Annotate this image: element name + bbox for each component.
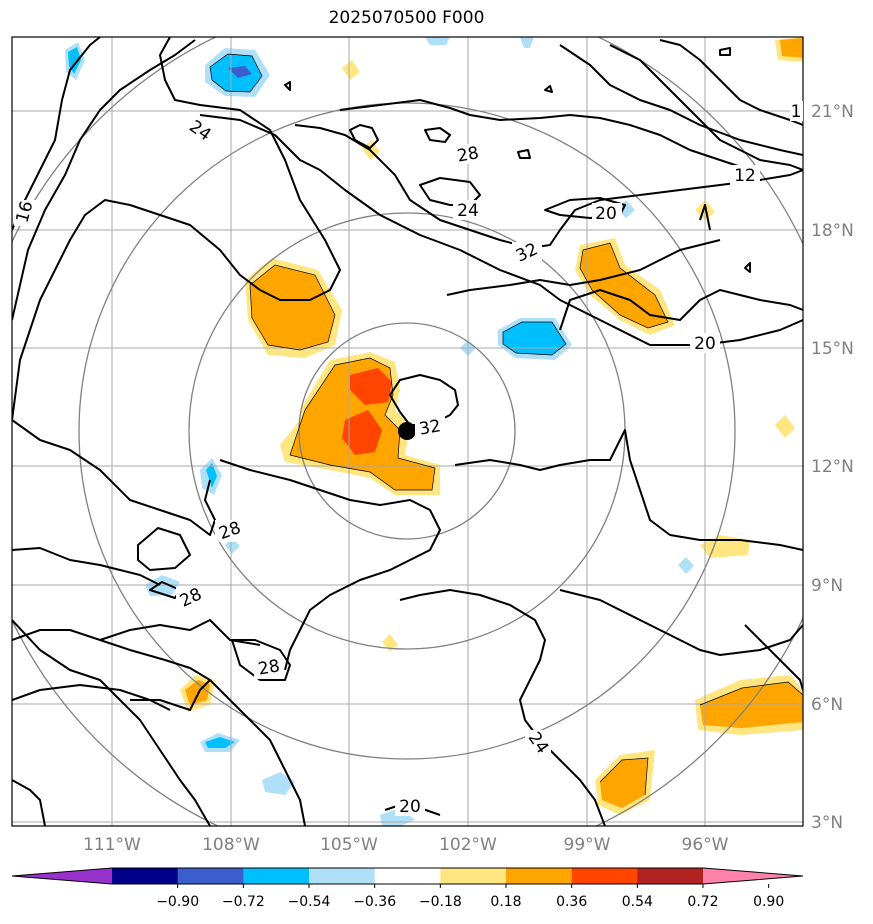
contour-label: 32: [418, 416, 443, 439]
colorbar-segment: [112, 868, 179, 884]
colorbar-tick-label: 0.72: [687, 894, 718, 910]
colorbar-tick-label: 0.54: [622, 894, 653, 910]
colorbar-segment: [243, 868, 310, 884]
lon-label: 105°W: [320, 835, 378, 855]
lat-label: 18°N: [811, 221, 854, 241]
contour-label: 28: [257, 656, 282, 679]
lat-label: 9°N: [811, 576, 843, 596]
lon-label: 99°W: [564, 835, 611, 855]
colorbar-tick-label: −0.54: [288, 894, 331, 910]
map-title: 2025070500 F000: [328, 8, 485, 28]
colorbar-extend-high: [703, 868, 803, 884]
colorbar-tick-label: −0.90: [156, 894, 199, 910]
contour-label: 28: [456, 143, 481, 166]
contour-label-group: 24 28 16 12 24 20 32 20 32 28 28 28 24 2…: [13, 101, 803, 817]
map-frame: [11, 36, 804, 827]
colorbar-tick-label: −0.36: [353, 894, 396, 910]
colorbar-tick-label: 0.18: [490, 894, 521, 910]
colorbar-segment: [177, 868, 244, 884]
lat-label: 6°N: [811, 695, 843, 715]
colorbar-segment: [637, 868, 704, 884]
contour-label: 20: [399, 797, 421, 817]
colorbar-segment: [309, 868, 376, 884]
map-field: [12, 37, 803, 826]
colorbar: −0.90 −0.72 −0.54 −0.36 −0.18 0.18 0.36 0.54 0.7…: [11, 867, 804, 910]
lat-label: 21°N: [811, 102, 854, 122]
longitude-labels: 111°W 108°W 105°W 102°W 99°W 96°W: [83, 835, 729, 855]
lon-label: 96°W: [682, 835, 729, 855]
colorbar-segment: [571, 868, 638, 884]
lon-label: 108°W: [202, 835, 260, 855]
storm-center-marker: [398, 422, 416, 440]
colorbar-tick-label: 0.90: [753, 894, 784, 910]
contour-label: 20: [595, 204, 617, 224]
lat-label: 15°N: [811, 339, 854, 359]
lat-label: 3°N: [811, 813, 843, 833]
latitude-labels: 21°N 18°N 15°N 12°N 9°N 6°N 3°N: [811, 102, 854, 833]
colorbar-extend-low: [12, 868, 112, 884]
lon-label: 111°W: [83, 835, 141, 855]
colorbar-segment: [374, 868, 441, 884]
colorbar-segment: [440, 868, 507, 884]
colorbar-tick-label: −0.72: [222, 894, 265, 910]
colorbar-segment: [506, 868, 573, 884]
contour-label: 24: [457, 201, 479, 221]
contour-label: 1: [791, 102, 802, 122]
contour-label: 12: [734, 166, 756, 186]
contour-label: 20: [694, 334, 716, 354]
colorbar-tick-label: 0.36: [556, 894, 587, 910]
lat-label: 12°N: [811, 457, 854, 477]
colorbar-tick-label: −0.18: [419, 894, 462, 910]
lon-label: 102°W: [439, 835, 497, 855]
